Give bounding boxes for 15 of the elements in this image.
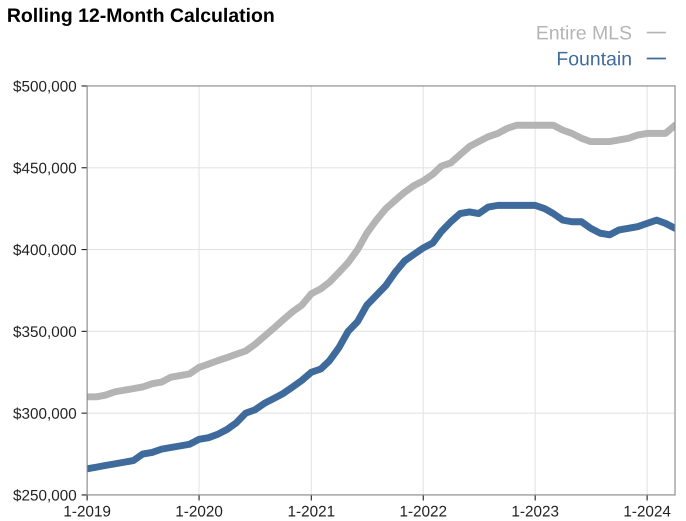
x-tick-label: 1-2022 — [400, 506, 446, 517]
y-tick-label: $350,000 — [13, 326, 76, 339]
legend-label: Fountain — [558, 51, 631, 66]
y-tick-label: $400,000 — [13, 244, 76, 258]
x-tick-label: 1-2020 — [176, 506, 222, 517]
legend-label: Entire MLS — [537, 25, 632, 40]
x-tick-label: 1-2024 — [624, 506, 670, 517]
y-tick-label: $250,000 — [13, 489, 76, 502]
chart-title: Rolling 12-Month Calculation — [8, 8, 274, 26]
y-tick-label: $500,000 — [13, 80, 76, 94]
x-tick-label: 1-2019 — [64, 506, 110, 517]
x-tick-label: 1-2021 — [288, 506, 334, 517]
y-tick-label: $300,000 — [13, 407, 76, 421]
x-tick-label: 1-2023 — [512, 506, 558, 517]
y-tick-label: $450,000 — [13, 162, 76, 176]
